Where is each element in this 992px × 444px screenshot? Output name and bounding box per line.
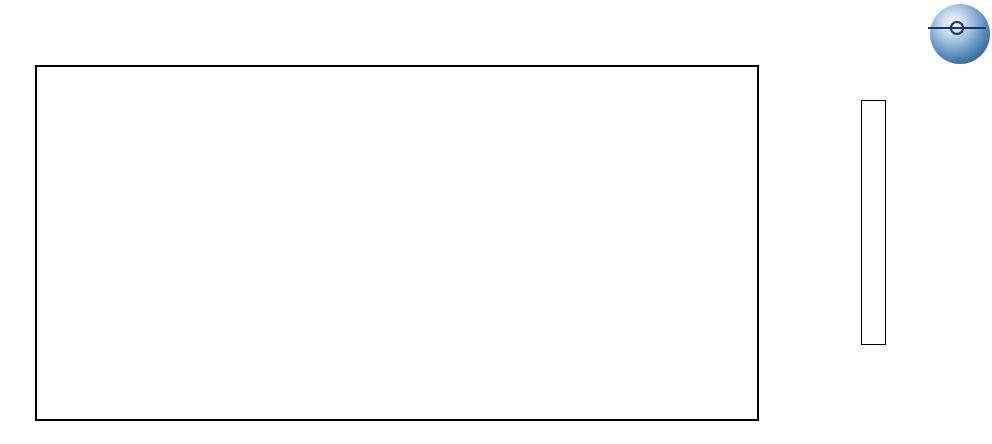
map-frame [35, 65, 759, 421]
globe-icon [928, 4, 990, 64]
remss-logo [928, 4, 990, 64]
world-rain-map [37, 67, 757, 419]
crosshair-icon [950, 21, 964, 35]
colorbar [861, 100, 886, 345]
